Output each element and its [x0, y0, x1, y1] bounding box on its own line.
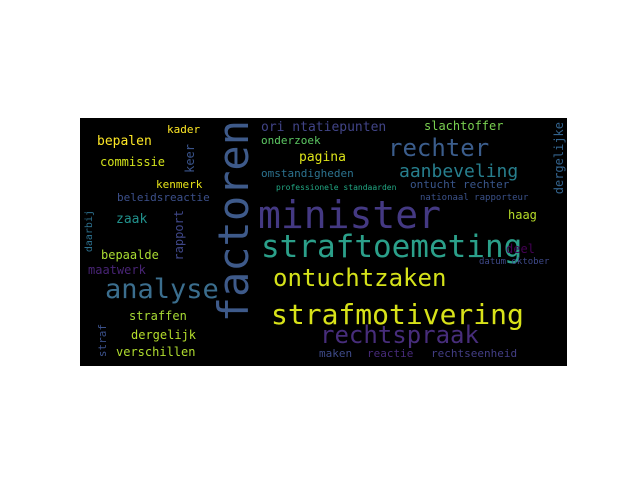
word-onderzoek: onderzoek: [261, 134, 321, 147]
word-pagina: pagina: [299, 150, 346, 165]
word-straftoemeting: straftoemeting: [261, 229, 523, 265]
word-beleidsreactie: beleidsreactie: [117, 191, 210, 204]
word-minister: minister: [258, 193, 442, 237]
word-commissie: commissie: [100, 155, 166, 169]
word-strafmotivering: strafmotivering: [271, 298, 524, 331]
word-bepaalde: bepaalde: [101, 248, 159, 262]
word-datum-oktober: datum oktober: [479, 257, 550, 267]
word-reactie: reactie: [367, 347, 414, 360]
word-aanbeveling: aanbeveling: [399, 161, 519, 182]
word-keer: keer: [183, 144, 197, 173]
word-maken: maken: [319, 347, 353, 360]
word-orientatiepunten: ori ntatiepunten: [261, 120, 387, 135]
word-slachtoffer: slachtoffer: [424, 119, 504, 133]
word-professionele-standaarden: professionele standaarden: [276, 183, 397, 192]
word-cloud: minister factoren straftoemeting strafmo…: [80, 118, 567, 366]
word-maatwerk: maatwerk: [88, 263, 146, 277]
word-nationaal-rapporteur: nationaal rapporteur: [420, 193, 529, 203]
word-deel: deel: [506, 242, 535, 256]
word-haag: haag: [508, 208, 537, 222]
word-rechtspraak: rechtspraak: [320, 321, 479, 349]
word-rechtseenheid: rechtseenheid: [431, 347, 518, 360]
word-ontuchtzaken: ontuchtzaken: [273, 264, 447, 292]
word-kader: kader: [167, 123, 201, 136]
word-bepalen: bepalen: [97, 134, 152, 149]
word-straf: straf: [96, 324, 109, 358]
word-verschillen: verschillen: [116, 345, 196, 359]
word-daarbij: daarbij: [84, 210, 95, 253]
word-ontucht-rechter: ontucht rechter: [410, 178, 510, 191]
word-rapport: rapport: [172, 210, 186, 261]
word-zaak: zaak: [116, 212, 148, 227]
word-rechter: rechter: [388, 134, 490, 162]
word-kenmerk: kenmerk: [156, 178, 203, 191]
word-omstandigheden: omstandigheden: [261, 167, 354, 180]
word-straffen: straffen: [129, 309, 187, 323]
word-dergelijke: dergelijke: [552, 122, 566, 195]
word-analyse: analyse: [105, 274, 219, 305]
word-factoren: factoren: [209, 120, 258, 323]
word-dergelijk: dergelijk: [131, 328, 197, 342]
